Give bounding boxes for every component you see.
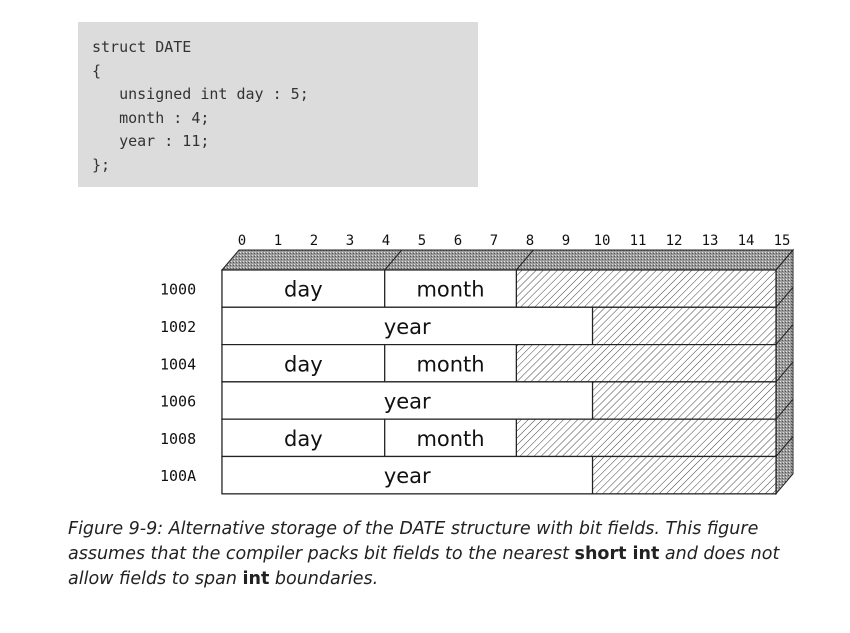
top-face	[220, 249, 795, 271]
field-label-year: year	[384, 390, 431, 414]
code-line: };	[92, 155, 111, 174]
bit-index-label: 0	[238, 233, 246, 249]
address-label: 1006	[160, 393, 196, 411]
code-line: unsigned int day : 5;	[92, 85, 309, 103]
bit-index-label: 9	[562, 233, 570, 249]
bit-index-label: 11	[630, 233, 647, 249]
field-label-year: year	[384, 464, 431, 488]
field-label-day: day	[284, 427, 323, 451]
bit-index-label: 15	[774, 233, 791, 249]
address-label: 100A	[160, 467, 196, 485]
bit-index-label: 13	[702, 233, 719, 249]
caption-text: Figure 9-9: Alternative storage of the D…	[68, 519, 759, 564]
right-face-divider	[775, 324, 794, 345]
caption-text: and does not allow fields to span	[68, 544, 780, 589]
unused-bits	[591, 306, 777, 346]
address-label: 1000	[160, 281, 196, 299]
code-listing: struct DATE { unsigned int day : 5; month…	[78, 22, 478, 187]
bit-field	[384, 344, 517, 383]
bit-field	[221, 269, 386, 308]
bit-index-label: 8	[526, 233, 534, 249]
bit-index-label: 6	[454, 233, 462, 249]
bit-field	[221, 418, 386, 458]
bit-index-label: 10	[594, 233, 611, 249]
unused-bits	[591, 381, 777, 420]
code-line: year : 11;	[92, 132, 210, 150]
bit-index-label: 3	[346, 233, 354, 249]
unused-bits	[515, 418, 777, 458]
bit-index-label: 5	[418, 233, 426, 249]
unused-bits	[591, 455, 777, 495]
bit-index-label: 12	[666, 233, 683, 249]
caption-text: boundaries.	[269, 569, 379, 589]
unused-bits	[515, 269, 777, 308]
address-label: 1008	[160, 430, 196, 448]
right-face-divider	[775, 436, 794, 457]
bit-index-label: 2	[310, 233, 318, 249]
address-label: 1004	[160, 355, 196, 373]
bit-field	[384, 269, 517, 308]
field-label-year: year	[384, 315, 431, 339]
bit-index-label: 14	[738, 233, 755, 249]
field-label-day: day	[284, 278, 323, 302]
unused-bits	[515, 344, 777, 383]
caption-bold-short-int: short int	[574, 544, 660, 564]
bit-field	[221, 381, 594, 420]
top-face-divider	[515, 249, 534, 271]
right-face-divider	[775, 286, 794, 308]
right-face-divider	[775, 361, 794, 383]
field-label-month: month	[416, 427, 484, 451]
code-line: {	[92, 61, 102, 80]
field-label-month: month	[416, 278, 484, 302]
caption-bold-int: int	[242, 569, 270, 589]
right-face-divider	[775, 398, 794, 420]
field-label-day: day	[284, 352, 323, 376]
field-label-month: month	[416, 352, 484, 376]
bit-index-label: 7	[490, 233, 498, 249]
top-face-divider	[384, 249, 403, 271]
bit-field	[221, 306, 594, 346]
bit-field	[221, 455, 594, 495]
address-label: 1002	[160, 318, 196, 336]
bit-index-label: 4	[382, 233, 390, 249]
figure-caption: Figure 9-9: Alternative storage of the D…	[68, 517, 808, 592]
code-line: month : 4;	[92, 108, 210, 127]
bit-index-label: 1	[274, 233, 282, 249]
code-block: struct DATE { unsigned int day : 5; month…	[78, 22, 478, 177]
code-line: struct DATE	[92, 38, 192, 56]
bit-field	[221, 344, 386, 383]
